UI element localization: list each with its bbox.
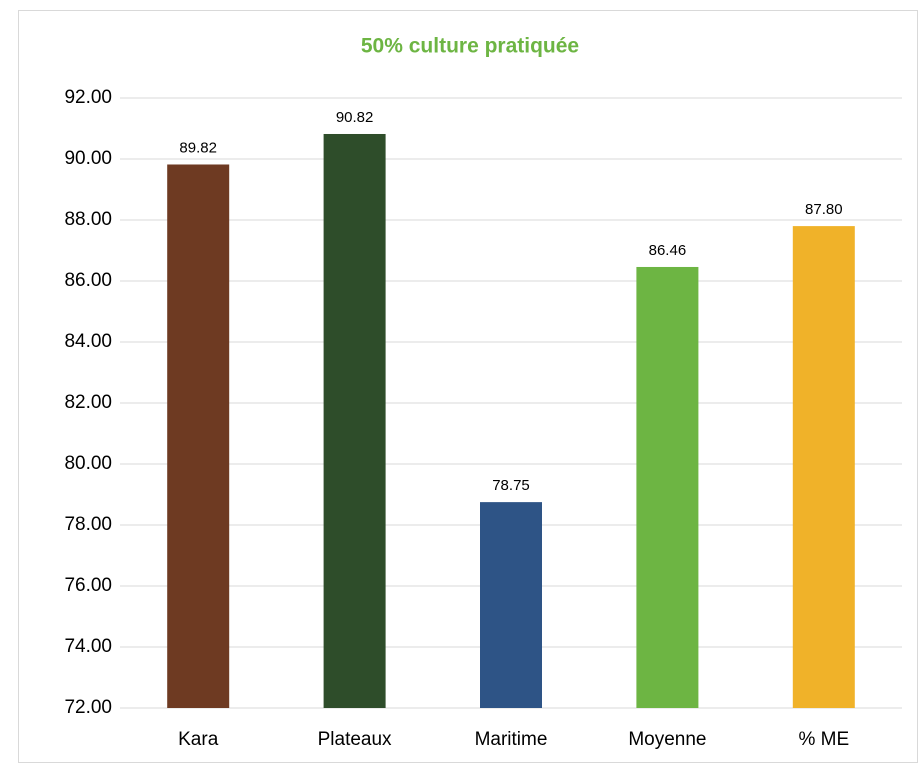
y-tick-label: 72.00 (64, 697, 112, 718)
x-tick-label: % ME (798, 729, 849, 750)
bar (792, 226, 855, 708)
x-tick-label: Moyenne (628, 729, 706, 750)
y-tick-label: 84.00 (64, 331, 112, 352)
bar (323, 133, 386, 709)
bar (167, 164, 230, 709)
y-tick-label: 90.00 (64, 148, 112, 169)
x-tick-label: Maritime (475, 729, 548, 750)
y-tick-label: 86.00 (64, 270, 112, 291)
data-label: 90.82 (336, 109, 374, 126)
data-label: 78.75 (492, 477, 530, 494)
x-tick-label: Plateaux (318, 729, 392, 750)
y-tick-label: 76.00 (64, 575, 112, 596)
chart-border (18, 10, 918, 763)
x-tick-label: Kara (178, 729, 219, 750)
data-label: 89.82 (179, 139, 217, 156)
y-tick-label: 80.00 (64, 453, 112, 474)
bar (480, 502, 542, 708)
data-label: 87.80 (805, 201, 843, 218)
bar (636, 266, 699, 708)
data-label: 86.46 (649, 242, 687, 259)
y-tick-label: 74.00 (64, 636, 112, 657)
y-tick-label: 88.00 (64, 209, 112, 230)
y-tick-label: 78.00 (64, 514, 112, 535)
y-tick-label: 92.00 (64, 87, 112, 108)
chart-title: 50% culture pratiquée (361, 35, 579, 58)
y-tick-label: 82.00 (64, 392, 112, 413)
